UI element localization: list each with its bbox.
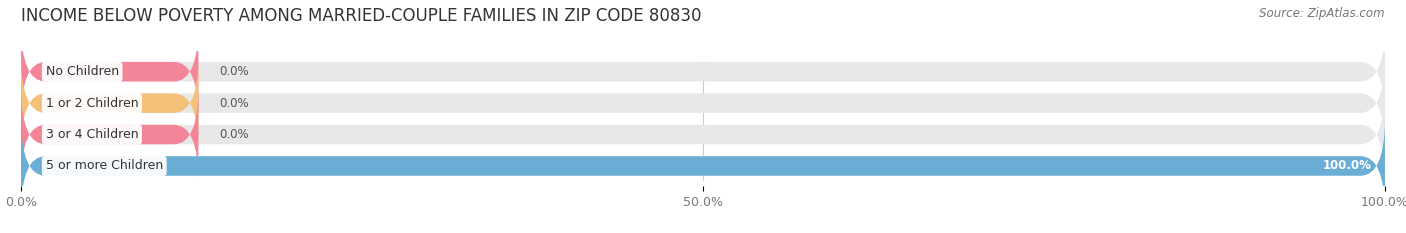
- Text: 0.0%: 0.0%: [219, 97, 249, 110]
- FancyBboxPatch shape: [21, 119, 1385, 213]
- FancyBboxPatch shape: [21, 88, 198, 181]
- FancyBboxPatch shape: [21, 25, 1385, 119]
- Text: 5 or more Children: 5 or more Children: [45, 159, 163, 172]
- Text: 0.0%: 0.0%: [219, 65, 249, 78]
- FancyBboxPatch shape: [21, 88, 1385, 181]
- FancyBboxPatch shape: [21, 56, 1385, 150]
- Text: No Children: No Children: [45, 65, 118, 78]
- Text: 0.0%: 0.0%: [219, 128, 249, 141]
- Text: 100.0%: 100.0%: [1323, 159, 1371, 172]
- Text: 1 or 2 Children: 1 or 2 Children: [45, 97, 138, 110]
- FancyBboxPatch shape: [21, 56, 198, 150]
- Text: 3 or 4 Children: 3 or 4 Children: [45, 128, 138, 141]
- Text: INCOME BELOW POVERTY AMONG MARRIED-COUPLE FAMILIES IN ZIP CODE 80830: INCOME BELOW POVERTY AMONG MARRIED-COUPL…: [21, 7, 702, 25]
- Text: Source: ZipAtlas.com: Source: ZipAtlas.com: [1260, 7, 1385, 20]
- FancyBboxPatch shape: [21, 25, 198, 119]
- FancyBboxPatch shape: [21, 119, 1385, 213]
